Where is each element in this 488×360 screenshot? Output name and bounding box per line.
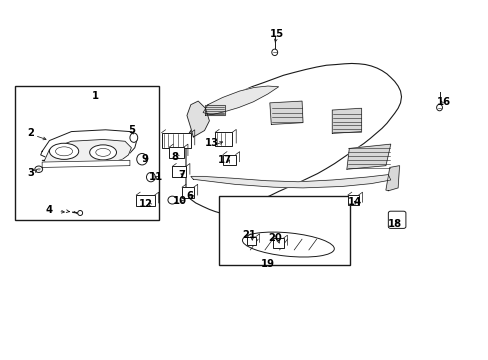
Ellipse shape [130, 133, 138, 142]
Polygon shape [186, 101, 209, 137]
Polygon shape [42, 160, 130, 167]
Text: 5: 5 [128, 125, 135, 135]
Polygon shape [385, 166, 399, 191]
Polygon shape [42, 139, 131, 166]
Text: 18: 18 [387, 219, 401, 229]
Text: 15: 15 [269, 29, 283, 39]
Bar [169, 147, 183, 158]
FancyBboxPatch shape [387, 211, 405, 228]
Bar [172, 166, 185, 177]
Polygon shape [203, 86, 278, 115]
Bar [223, 154, 235, 165]
Bar [136, 195, 155, 206]
Text: 13: 13 [204, 139, 218, 148]
Bar [215, 132, 232, 146]
Text: 10: 10 [173, 196, 187, 206]
Ellipse shape [89, 145, 116, 160]
Ellipse shape [436, 104, 442, 111]
Text: 7: 7 [178, 170, 185, 180]
Ellipse shape [35, 166, 42, 172]
Bar [161, 133, 190, 148]
Bar [182, 187, 193, 198]
Bar [272, 238, 283, 248]
Text: 2: 2 [27, 129, 34, 138]
Bar [15, 86, 159, 220]
Polygon shape [331, 108, 361, 134]
Text: 14: 14 [347, 197, 361, 207]
Text: 1: 1 [92, 91, 99, 101]
Polygon shape [346, 144, 390, 169]
Bar [219, 197, 349, 265]
Bar [347, 195, 358, 205]
Text: 16: 16 [435, 97, 449, 107]
Ellipse shape [96, 148, 110, 156]
Text: 12: 12 [139, 199, 153, 210]
Polygon shape [41, 130, 137, 160]
Text: 21: 21 [242, 230, 256, 239]
Polygon shape [185, 63, 401, 214]
Text: 9: 9 [141, 154, 148, 164]
Ellipse shape [242, 232, 334, 257]
Bar [246, 237, 255, 245]
Polygon shape [190, 175, 390, 188]
Text: 17: 17 [218, 155, 231, 165]
Ellipse shape [56, 147, 73, 156]
Text: 19: 19 [261, 259, 274, 269]
Polygon shape [204, 105, 224, 116]
Ellipse shape [271, 49, 277, 55]
Ellipse shape [167, 196, 176, 204]
Text: 11: 11 [148, 172, 163, 182]
Ellipse shape [137, 153, 147, 165]
Ellipse shape [49, 143, 79, 159]
Polygon shape [269, 101, 303, 125]
Text: 20: 20 [267, 233, 281, 243]
Ellipse shape [146, 172, 155, 182]
Text: 3: 3 [27, 168, 34, 178]
Text: 6: 6 [186, 191, 193, 201]
Ellipse shape [78, 211, 82, 216]
Text: 4: 4 [46, 206, 53, 216]
Text: 8: 8 [171, 152, 179, 162]
